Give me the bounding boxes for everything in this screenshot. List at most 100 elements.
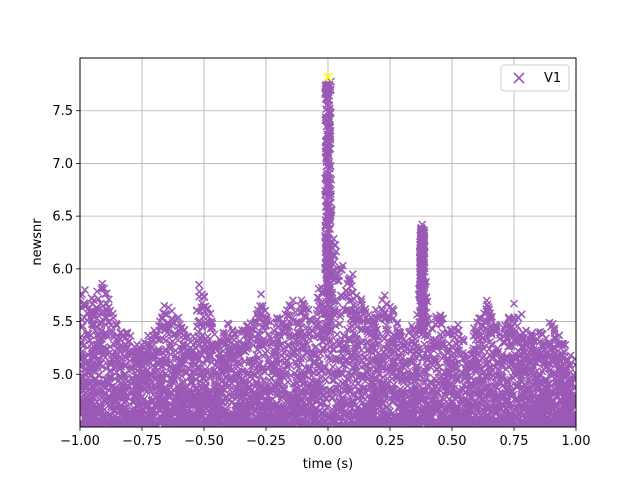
data-point — [122, 392, 131, 401]
data-point — [345, 277, 354, 286]
data-point — [180, 378, 189, 387]
data-point — [350, 344, 359, 353]
data-point — [265, 376, 274, 385]
data-point — [186, 352, 195, 361]
data-point — [453, 376, 462, 385]
data-point — [493, 344, 502, 353]
data-point — [553, 392, 562, 401]
data-point — [503, 375, 512, 384]
data-point — [387, 338, 396, 347]
data-point — [314, 293, 323, 302]
data-point — [513, 422, 522, 427]
data-point — [404, 367, 413, 376]
data-point — [222, 339, 231, 348]
data-point — [362, 337, 372, 346]
data-point — [291, 337, 300, 346]
data-point — [377, 381, 386, 390]
data-point — [423, 344, 432, 353]
data-point — [253, 396, 262, 405]
data-point — [514, 313, 523, 323]
data-point — [528, 366, 537, 375]
data-point — [338, 304, 347, 313]
data-point — [123, 337, 132, 347]
data-point — [285, 341, 294, 350]
data-point — [400, 360, 409, 369]
data-point — [206, 324, 215, 333]
data-point — [366, 364, 375, 373]
data-point — [429, 391, 438, 400]
data-point — [255, 382, 264, 391]
data-point — [520, 390, 529, 400]
data-point — [493, 403, 502, 412]
data-point — [94, 378, 103, 387]
data-point — [380, 291, 389, 300]
data-point — [363, 409, 372, 418]
data-point — [205, 351, 214, 360]
data-point — [446, 380, 455, 389]
data-point — [478, 340, 487, 349]
data-point — [535, 352, 544, 361]
data-point — [345, 384, 354, 393]
data-point — [269, 326, 278, 335]
data-point — [97, 318, 106, 327]
data-point — [106, 405, 116, 414]
data-point — [184, 387, 194, 397]
data-point — [448, 401, 457, 410]
data-point — [504, 313, 513, 323]
data-point — [394, 353, 403, 362]
data-point — [160, 383, 169, 392]
data-point — [489, 361, 498, 370]
data-point — [299, 375, 308, 384]
data-point — [539, 395, 548, 404]
data-point — [104, 391, 113, 400]
data-point — [518, 354, 527, 363]
data-point — [109, 333, 118, 342]
data-point — [276, 395, 285, 404]
data-point — [192, 306, 201, 315]
data-point — [298, 369, 307, 378]
data-point — [355, 317, 364, 326]
data-point — [565, 362, 575, 371]
data-point — [221, 405, 230, 414]
data-point — [458, 348, 468, 357]
data-point — [407, 337, 416, 346]
data-point — [457, 395, 466, 405]
data-point — [234, 327, 243, 336]
data-point — [450, 359, 459, 368]
data-point — [297, 397, 306, 406]
data-point — [116, 379, 125, 388]
data-point — [316, 349, 325, 358]
data-point — [135, 346, 144, 355]
data-point — [249, 319, 258, 328]
data-point — [489, 387, 498, 396]
data-point — [106, 306, 115, 315]
data-point — [426, 377, 435, 387]
data-point — [495, 330, 505, 339]
data-point — [424, 355, 433, 364]
data-point — [383, 326, 393, 335]
data-point — [228, 411, 237, 420]
data-point — [335, 354, 344, 363]
data-point — [80, 322, 86, 331]
data-point — [401, 341, 410, 350]
data-point — [253, 345, 262, 354]
data-point — [185, 385, 194, 394]
data-point — [294, 318, 303, 327]
data-point — [357, 294, 366, 304]
data-point — [140, 364, 149, 373]
data-point — [221, 381, 230, 390]
data-point — [180, 394, 189, 403]
data-point — [324, 385, 333, 394]
data-point — [457, 334, 466, 343]
data-point — [333, 276, 342, 285]
data-point — [512, 397, 521, 406]
data-point — [101, 420, 110, 427]
data-point — [211, 422, 220, 427]
data-point — [285, 412, 294, 421]
data-point — [480, 309, 489, 318]
data-point — [419, 385, 428, 394]
data-point — [438, 328, 447, 337]
data-point — [334, 415, 343, 424]
data-point — [369, 382, 378, 391]
data-point — [347, 281, 356, 290]
